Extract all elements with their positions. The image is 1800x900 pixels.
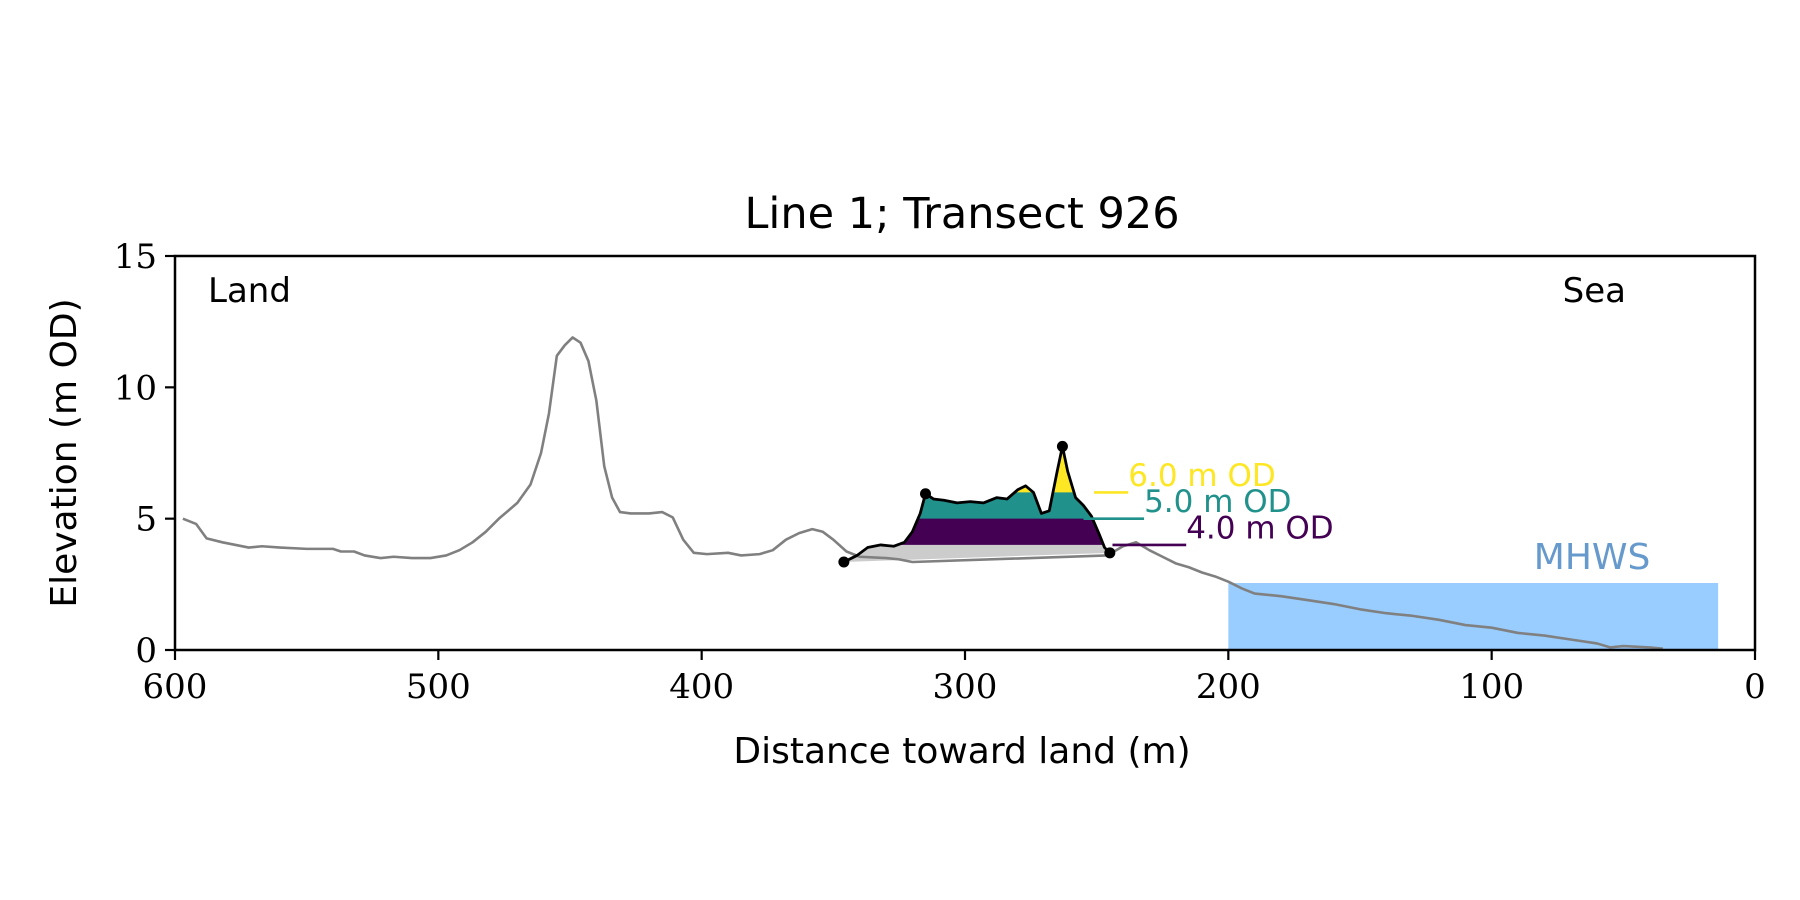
x-tick-label-200: 200 [1196,667,1261,707]
level-label-6: 6.0 m OD [1128,458,1275,494]
chart-title: Line 1; Transect 926 [744,189,1179,239]
sea-label: Sea [1563,271,1626,311]
y-tick-label-15: 15 [114,237,157,277]
level-fill-6 [1014,446,1075,493]
dune-profile-line [843,445,1111,564]
dune-marker-0 [838,556,850,568]
x-tick-label-100: 100 [1459,667,1524,707]
dune-marker-2 [1056,440,1068,452]
level-label-4: 4.0 m OD [1186,510,1333,546]
axes: 600 500 400 300 200 100 0 0 5 10 15 [114,237,1766,707]
x-tick-label-600: 600 [143,667,208,707]
x-tick-label-500: 500 [406,667,471,707]
y-tick-label-0: 0 [135,631,157,671]
mhws-band [1228,583,1719,650]
x-tick-label-0: 0 [1744,667,1766,707]
dune-marker-1 [920,488,931,500]
x-tick-label-300: 300 [933,667,998,707]
land-label: Land [208,271,291,311]
y-tick-label-10: 10 [114,368,157,408]
y-tick-label-5: 5 [135,500,157,540]
mhws-label: MHWS [1534,537,1651,578]
level-label-5: 5.0 m OD [1144,484,1291,520]
x-tick-label-400: 400 [669,667,734,707]
level-fill-4 [880,446,1104,545]
y-axis-label: Elevation (m OD) [44,298,85,607]
plot-area: MHWS 6.0 m OD5.0 m OD4.0 m OD [182,336,1719,650]
dune-marker-3 [1104,547,1116,559]
x-axis-label: Distance toward land (m) [733,731,1190,772]
elevation-profile-line [182,336,1663,650]
